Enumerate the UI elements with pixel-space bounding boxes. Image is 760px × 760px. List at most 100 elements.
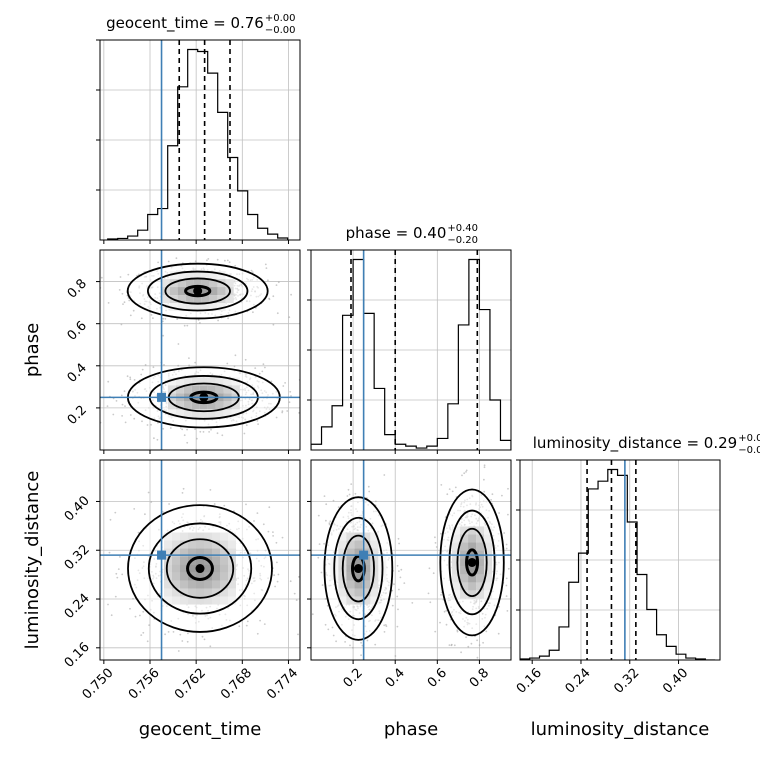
- x-tick-label: 0.762: [172, 666, 209, 703]
- sample-point: [177, 650, 180, 652]
- sample-point: [498, 605, 500, 608]
- sample-point: [277, 281, 280, 284]
- histogram-step: [311, 258, 511, 450]
- sample-point: [167, 631, 170, 633]
- sample-point: [367, 485, 370, 488]
- sample-point: [194, 260, 197, 263]
- sample-point: [354, 492, 357, 495]
- contour: [448, 509, 496, 616]
- sample-point: [119, 276, 122, 278]
- contour: [164, 277, 231, 305]
- sample-point: [281, 410, 284, 412]
- sample-point: [84, 614, 86, 616]
- sample-point: [391, 589, 394, 592]
- y-tick-label: 0.8: [65, 276, 90, 301]
- sample-point: [106, 405, 109, 407]
- sample-point: [259, 619, 261, 622]
- sample-point: [261, 370, 264, 373]
- sample-point: [162, 334, 165, 337]
- sample-point: [245, 424, 248, 427]
- sample-point: [374, 643, 377, 646]
- sample-point: [335, 640, 337, 643]
- sample-point: [146, 424, 149, 426]
- sample-point: [267, 530, 270, 533]
- contour: [333, 516, 384, 621]
- sample-point: [507, 487, 509, 490]
- sample-point: [175, 257, 178, 260]
- sample-point: [332, 634, 335, 637]
- sample-point: [506, 610, 509, 612]
- y-axis-label: phase: [22, 323, 43, 377]
- sample-point: [331, 626, 334, 629]
- sample-point: [108, 551, 111, 554]
- sample-point: [268, 298, 271, 301]
- sample-point: [497, 632, 500, 635]
- truth-marker: [359, 550, 369, 560]
- sample-point: [199, 322, 201, 324]
- sample-point: [258, 372, 261, 375]
- sample-point: [224, 259, 226, 262]
- sample-point: [272, 323, 275, 326]
- sample-point: [120, 394, 123, 397]
- sample-point: [273, 574, 276, 577]
- sample-point: [107, 302, 110, 304]
- sample-point: [129, 314, 132, 317]
- sample-point: [119, 556, 121, 558]
- sample-point: [344, 641, 346, 643]
- sample-point: [107, 603, 109, 606]
- sample-point: [476, 639, 478, 642]
- sample-point: [323, 542, 325, 545]
- sample-point: [483, 490, 486, 493]
- sample-point: [302, 407, 304, 409]
- sample-point: [276, 580, 279, 583]
- sample-point: [454, 486, 457, 489]
- sample-point: [181, 640, 184, 642]
- sample-point: [320, 571, 323, 574]
- sample-point: [256, 632, 259, 635]
- contour: [456, 527, 488, 597]
- 2d-frame: [99, 249, 301, 451]
- sample-point: [368, 672, 370, 674]
- sample-point: [275, 416, 278, 419]
- sample-point: [150, 501, 153, 503]
- sample-point: [440, 532, 442, 535]
- sample-point: [384, 624, 387, 626]
- sample-point: [396, 595, 399, 598]
- sample-point: [127, 273, 130, 276]
- sample-point: [276, 561, 278, 564]
- sample-point: [498, 512, 500, 514]
- sample-point: [276, 312, 279, 315]
- sample-point: [124, 421, 127, 424]
- sample-point: [188, 357, 190, 359]
- sample-point: [186, 428, 189, 431]
- sample-point: [122, 303, 124, 305]
- sample-point: [134, 615, 137, 618]
- x-tick-label: 0.774: [264, 666, 301, 703]
- sample-point: [281, 411, 284, 414]
- x-tick-label: 0.16: [514, 666, 545, 697]
- sample-point: [476, 656, 479, 659]
- sample-point: [80, 275, 82, 277]
- sample-point: [216, 432, 219, 435]
- sample-point: [209, 645, 212, 648]
- sample-point: [188, 364, 191, 367]
- sample-point: [383, 631, 386, 633]
- sample-point: [349, 644, 351, 647]
- sample-point: [505, 584, 508, 587]
- sample-point: [490, 499, 492, 501]
- sample-point: [450, 644, 453, 647]
- sample-point: [428, 567, 431, 570]
- x-axis-label: geocent_time: [139, 719, 262, 740]
- sample-point: [183, 324, 186, 327]
- sample-point: [186, 640, 189, 643]
- sample-point: [209, 489, 212, 491]
- panel-title-sub: −0.20: [447, 235, 478, 246]
- sample-point: [501, 494, 503, 497]
- sample-point: [148, 624, 151, 626]
- sample-point: [270, 380, 273, 383]
- sample-point: [243, 432, 246, 435]
- sample-point: [177, 343, 180, 345]
- 2d-frame: [310, 459, 512, 661]
- contour: [184, 284, 212, 298]
